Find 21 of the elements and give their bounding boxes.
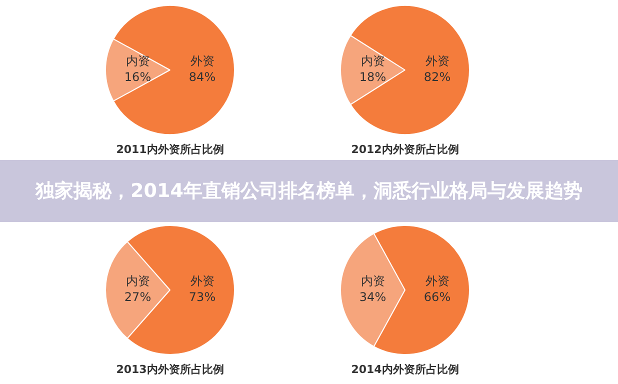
text: 2011内外资所占比例 bbox=[115, 142, 225, 157]
data-label: 82% bbox=[424, 70, 451, 84]
data-label: 18% bbox=[359, 70, 386, 84]
slice-label: 外资 bbox=[425, 274, 450, 288]
data-label: 16% bbox=[124, 70, 152, 84]
slice-label: 内资 bbox=[126, 54, 150, 68]
text: 2013内外资所占比例 bbox=[115, 362, 225, 377]
slice-label: 外资 bbox=[425, 54, 450, 68]
data-label: 27% bbox=[124, 290, 152, 304]
text: 独家揭秘，2014年直销公司排名榜单，洞悉行业格局与发展趋势 bbox=[34, 178, 584, 204]
data-label: 66% bbox=[424, 290, 451, 304]
slice-label: 内资 bbox=[360, 274, 385, 288]
slice-label: 外资 bbox=[190, 54, 214, 68]
slice-label: 内资 bbox=[360, 54, 385, 68]
data-label: 84% bbox=[188, 70, 216, 84]
data-label: 73% bbox=[188, 290, 216, 304]
slice-label: 内资 bbox=[126, 274, 150, 288]
slice-label: 外资 bbox=[190, 274, 214, 288]
data-label: 34% bbox=[359, 290, 386, 304]
text: 2014内外资所占比例 bbox=[350, 362, 460, 377]
text: 2012内外资所占比例 bbox=[350, 142, 460, 157]
